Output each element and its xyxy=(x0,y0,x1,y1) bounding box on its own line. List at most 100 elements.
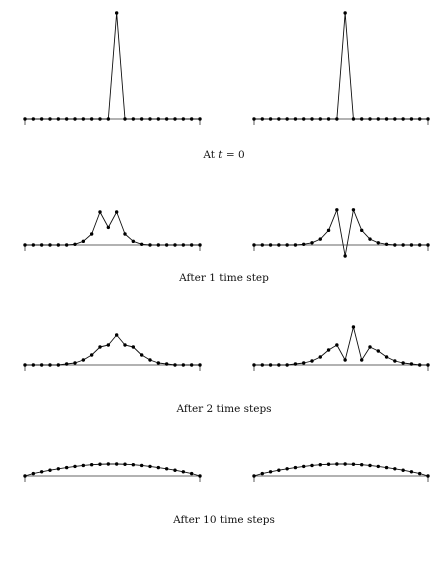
data-point-2 xyxy=(39,363,44,367)
series-line xyxy=(25,211,200,246)
data-point-1 xyxy=(31,117,36,121)
data-point-3 xyxy=(48,363,52,367)
data-point-18 xyxy=(173,243,177,247)
data-point-8 xyxy=(318,355,322,359)
data-point-10 xyxy=(335,208,339,212)
panel-row1-left xyxy=(23,11,202,125)
data-point-4 xyxy=(285,117,289,121)
panel-row2-left xyxy=(23,210,202,251)
data-point-9 xyxy=(98,345,102,349)
data-point-20 xyxy=(418,117,422,121)
data-point-19 xyxy=(409,470,414,474)
panel-row3-left xyxy=(23,333,202,371)
data-point-18 xyxy=(401,468,405,472)
data-point-14 xyxy=(139,117,144,121)
data-point-1 xyxy=(31,471,36,476)
data-point-4 xyxy=(285,467,289,471)
caption-t0-suffix: = 0 xyxy=(223,149,245,161)
data-point-11 xyxy=(114,333,119,337)
caption-t0: At t = 0 xyxy=(202,149,244,161)
data-point-6 xyxy=(73,464,77,469)
data-point-0 xyxy=(23,363,27,367)
data-point-11 xyxy=(343,11,347,15)
data-point-17 xyxy=(164,117,169,121)
data-point-16 xyxy=(156,243,161,247)
data-point-21 xyxy=(426,474,430,478)
data-point-9 xyxy=(98,117,102,121)
data-point-0 xyxy=(252,474,256,478)
data-point-19 xyxy=(181,117,186,121)
data-point-18 xyxy=(173,363,177,367)
data-point-18 xyxy=(173,468,177,472)
data-point-5 xyxy=(293,243,298,247)
data-point-18 xyxy=(401,117,405,121)
data-point-11 xyxy=(114,11,119,15)
data-point-7 xyxy=(81,117,86,121)
data-point-4 xyxy=(285,363,289,367)
data-point-20 xyxy=(189,117,194,121)
data-point-4 xyxy=(56,363,61,367)
data-point-2 xyxy=(268,363,273,367)
data-point-21 xyxy=(198,363,202,367)
data-point-13 xyxy=(360,117,364,121)
data-point-4 xyxy=(56,243,61,247)
data-point-5 xyxy=(64,117,69,121)
data-point-9 xyxy=(98,210,102,214)
data-point-21 xyxy=(426,363,430,367)
series-line xyxy=(254,209,428,257)
data-point-6 xyxy=(73,242,77,246)
data-point-17 xyxy=(164,362,169,366)
data-point-6 xyxy=(302,361,306,365)
panel-row2-right xyxy=(252,208,430,258)
data-point-1 xyxy=(260,117,264,121)
data-point-8 xyxy=(89,117,94,121)
data-point-7 xyxy=(81,463,86,468)
data-point-15 xyxy=(148,358,152,362)
data-point-18 xyxy=(401,361,405,365)
panels-layer xyxy=(23,11,430,482)
data-point-5 xyxy=(64,362,69,366)
data-point-15 xyxy=(376,241,380,245)
caption-t0-prefix: At xyxy=(202,149,218,161)
data-point-11 xyxy=(343,462,347,466)
data-point-15 xyxy=(376,117,380,121)
data-point-4 xyxy=(56,467,61,471)
caption-t0-variable: t xyxy=(218,149,223,161)
data-point-6 xyxy=(302,242,306,246)
series-line xyxy=(254,12,428,120)
data-point-9 xyxy=(326,348,331,352)
data-point-16 xyxy=(384,355,389,359)
data-point-2 xyxy=(39,117,44,121)
data-point-5 xyxy=(64,243,69,247)
data-point-0 xyxy=(23,474,27,478)
data-point-3 xyxy=(48,468,52,472)
data-point-2 xyxy=(39,243,44,247)
data-point-20 xyxy=(189,363,194,367)
data-point-13 xyxy=(360,358,364,362)
data-point-9 xyxy=(326,228,331,233)
data-point-3 xyxy=(277,243,281,247)
data-point-19 xyxy=(409,117,414,121)
data-point-7 xyxy=(310,359,314,363)
data-point-16 xyxy=(384,117,389,121)
data-point-2 xyxy=(268,243,273,247)
data-point-12 xyxy=(123,232,127,236)
data-point-9 xyxy=(326,462,331,466)
data-point-0 xyxy=(23,243,27,247)
data-point-8 xyxy=(89,353,94,357)
data-point-14 xyxy=(139,353,144,357)
data-point-10 xyxy=(335,117,339,121)
data-point-10 xyxy=(106,462,111,466)
data-point-15 xyxy=(148,464,152,469)
data-point-3 xyxy=(48,117,52,121)
data-point-6 xyxy=(302,464,306,469)
data-point-18 xyxy=(401,243,405,247)
series-line xyxy=(24,463,201,477)
data-point-17 xyxy=(393,467,397,471)
panel-row3-right xyxy=(252,325,430,371)
data-point-20 xyxy=(189,243,194,247)
data-point-13 xyxy=(131,117,136,121)
data-point-15 xyxy=(376,464,380,469)
data-point-11 xyxy=(343,358,347,362)
